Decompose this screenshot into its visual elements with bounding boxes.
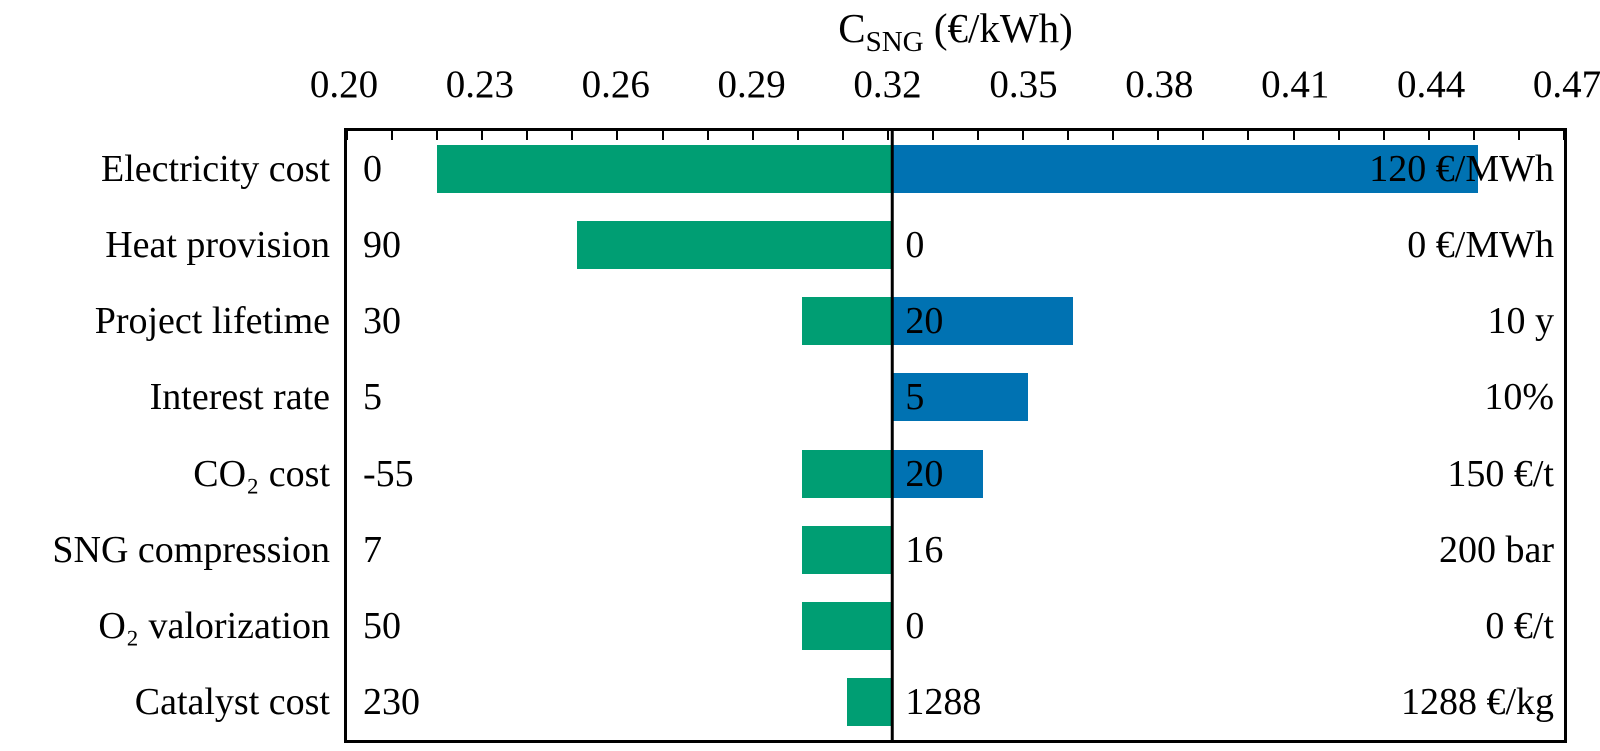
axis-minor-tick [346,131,348,140]
chart-title-subscript: SNG [865,26,924,59]
axis-tick-label: 0.20 [309,63,379,106]
high-bar [892,373,1028,422]
category-label: O₂ valorization [98,604,330,647]
low-end-value-label: 0 [363,148,382,191]
high-end-value-label: 10% [1484,376,1554,419]
axis-minor-tick [1517,131,1520,140]
high-bar [892,449,983,498]
category-label: Electricity cost [101,148,330,191]
axis-minor-tick [1292,131,1295,140]
high-end-value-label: 150 €/t [1447,452,1554,495]
low-end-value-label: 5 [363,376,382,419]
axis-minor-tick [616,131,619,140]
axis-tick-label: 0.23 [445,63,514,106]
axis-tick-labels: 0.20 0.23 0.26 0.29 0.32 0.35 0.38 0.41 0.44 0.47 [310,62,1600,108]
axis-minor-tick [796,131,799,140]
low-bar [847,677,893,726]
axis-minor-tick [706,131,709,140]
axis-tick-label: 0.47 [1532,63,1600,106]
axis-tick-label: 0.35 [989,63,1058,106]
chart-row: 0 120 €/MWh [347,131,1564,207]
low-bar [802,297,893,346]
axis-minor-tick [1157,131,1160,140]
base-case-value-label: 20 [905,300,944,343]
low-bar [437,145,893,194]
axis-minor-tick [1427,131,1430,140]
axis-minor-tick [1067,131,1070,140]
category-label: Catalyst cost [134,680,330,723]
axis-minor-tick [1247,131,1250,140]
plot-area: 0 120 €/MWh 90 0 0 €/MWh 30 20 10 y 5 5 10% -55 20 15… [344,128,1567,743]
axis-tick-label: 0.29 [717,63,786,106]
base-case-value-label: 20 [905,452,944,495]
chart-row: 5 5 10% [347,359,1564,435]
low-end-value-label: 50 [363,604,401,647]
axis-minor-tick [1337,131,1340,140]
chart-row: 230 1288 1288 €/kg [347,664,1564,740]
low-end-value-label: 7 [363,528,382,571]
low-bar [802,601,893,650]
base-case-value-label: 0 [905,224,925,267]
low-bar [802,525,893,574]
high-end-value-label: 120 €/MWh [1369,148,1554,191]
category-labels: Electricity cost Heat provision Project li… [0,131,330,740]
category-label: SNG compression [52,528,330,571]
axis-minor-tick [571,131,574,140]
chart-row: 90 0 0 €/MWh [347,207,1564,283]
chart-title-base: C [838,5,866,51]
base-case-value-label: 5 [905,376,925,419]
category-label: Interest rate [149,376,330,419]
chart-row: -55 20 150 €/t [347,436,1564,512]
axis-minor-tick [526,131,529,140]
axis-tick-label: 0.38 [1125,63,1194,106]
axis-minor-tick [1112,131,1115,140]
category-label: Project lifetime [94,300,330,343]
chart-row: 30 20 10 y [347,283,1564,359]
axis-minor-tick [977,131,980,140]
category-label: CO₂ cost [193,452,330,495]
low-end-value-label: 90 [363,224,401,267]
base-case-value-label: 0 [905,604,925,647]
low-end-value-label: 30 [363,300,401,343]
chart-title-unit: (€/kWh) [923,5,1073,51]
high-bar [892,145,1479,194]
axis-minor-tick [1563,131,1565,140]
axis-minor-tick [391,131,394,140]
axis-minor-tick [1472,131,1475,140]
base-case-value-label: 16 [905,528,944,571]
low-end-value-label: 230 [363,680,420,723]
chart-row: 50 0 0 €/t [347,588,1564,664]
high-end-value-label: 10 y [1487,300,1555,343]
chart-row: 7 16 200 bar [347,512,1564,588]
axis-tick-label: 0.41 [1261,63,1330,106]
axis-tick-label: 0.26 [581,63,650,106]
base-case-value-label: 1288 [905,680,982,723]
axis-minor-tick [1202,131,1205,140]
axis-minor-tick [886,131,889,140]
chart-title: CSNG (€/kWh) [344,4,1567,59]
axis-tick-label: 0.32 [853,63,922,106]
high-bar [892,297,1073,346]
axis-minor-tick [931,131,934,140]
axis-tick-label: 0.44 [1396,63,1466,106]
high-end-value-label: 0 €/t [1485,604,1554,647]
high-end-value-label: 200 bar [1438,528,1554,571]
low-bar [576,221,893,270]
high-end-value-label: 0 €/MWh [1407,224,1554,267]
axis-minor-tick [751,131,754,140]
axis-minor-tick [1022,131,1025,140]
axis-minor-tick [1382,131,1385,140]
axis-minor-tick [841,131,844,140]
axis-minor-tick [436,131,439,140]
low-bar [802,449,893,498]
axis-minor-tick [481,131,484,140]
category-label: Heat provision [105,224,330,267]
high-end-value-label: 1288 €/kg [1400,680,1554,723]
baseline-line [891,131,894,740]
axis-minor-tick [661,131,664,140]
low-end-value-label: -55 [363,452,414,495]
